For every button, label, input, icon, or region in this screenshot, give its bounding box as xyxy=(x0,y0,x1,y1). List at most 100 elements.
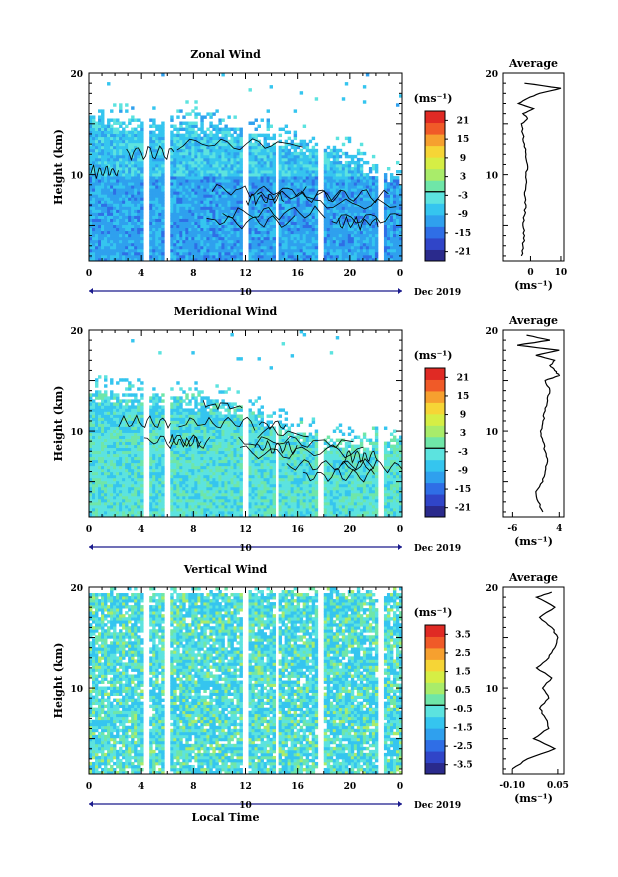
heatmap-cell xyxy=(224,194,227,197)
heatmap-cell xyxy=(170,484,173,487)
heatmap-cell xyxy=(158,249,161,252)
heatmap-cell xyxy=(185,146,188,149)
heatmap-cell xyxy=(267,164,270,167)
heatmap-cell xyxy=(279,170,282,173)
heatmap-cell xyxy=(140,203,143,206)
heatmap-cell xyxy=(267,143,270,146)
heatmap-cell xyxy=(125,460,128,463)
heatmap-cell xyxy=(155,393,158,396)
heatmap-cell xyxy=(128,405,131,408)
heatmap-cell xyxy=(101,484,104,487)
heatmap-cell xyxy=(104,134,107,137)
heatmap-cell xyxy=(279,182,282,185)
heatmap-cell xyxy=(101,436,104,439)
heatmap-cell xyxy=(270,158,273,161)
heatmap-cell xyxy=(116,393,119,396)
heatmap-cell xyxy=(255,128,258,131)
heatmap-cell xyxy=(300,200,303,203)
heatmap-cell xyxy=(209,170,212,173)
heatmap-cell xyxy=(221,143,224,146)
heatmap-cell xyxy=(324,173,327,176)
heatmap-cell xyxy=(255,243,258,246)
heatmap-cell xyxy=(107,460,110,463)
heatmap-cell xyxy=(363,197,366,200)
heatmap-cell xyxy=(206,158,209,161)
heatmap-cell xyxy=(173,228,176,231)
heatmap-cell xyxy=(149,176,152,179)
heatmap-cell xyxy=(203,200,206,203)
heatmap-cell xyxy=(125,200,128,203)
heatmap-cell xyxy=(101,496,104,499)
heatmap-cell xyxy=(104,490,107,493)
heatmap-cell xyxy=(375,228,378,231)
heatmap-cell xyxy=(101,197,104,200)
heatmap-cell xyxy=(264,173,267,176)
heatmap-cell xyxy=(366,209,369,212)
heatmap-cell xyxy=(155,405,158,408)
heatmap-cell xyxy=(285,131,288,134)
heatmap-cell xyxy=(384,246,387,249)
heatmap-cell xyxy=(249,155,252,158)
heatmap-cell xyxy=(369,182,372,185)
heatmap-cell xyxy=(390,255,393,258)
heatmap-cell xyxy=(140,487,143,490)
heatmap-cell xyxy=(122,191,125,194)
heatmap-cell xyxy=(125,252,128,255)
heatmap-cell xyxy=(282,170,285,173)
heatmap-cell xyxy=(209,112,212,115)
heatmap-cell xyxy=(122,451,125,454)
heatmap-cell xyxy=(125,445,128,448)
heatmap-cell xyxy=(104,511,107,514)
heatmap-cell xyxy=(116,399,119,402)
heatmap-cell xyxy=(131,496,134,499)
heatmap-cell xyxy=(309,191,312,194)
heatmap-cell xyxy=(303,167,306,170)
heatmap-cell xyxy=(233,149,236,152)
heatmap-cell xyxy=(98,240,101,243)
heatmap-cell xyxy=(176,234,179,237)
heatmap-cell xyxy=(206,152,209,155)
heatmap-cell xyxy=(218,209,221,212)
heatmap-cell xyxy=(203,194,206,197)
heatmap-cell xyxy=(188,200,191,203)
heatmap-cell xyxy=(279,176,282,179)
heatmap-cell xyxy=(101,115,104,118)
heatmap-cell xyxy=(137,430,140,433)
heatmap-cell xyxy=(239,170,242,173)
heatmap-cell xyxy=(236,152,239,155)
heatmap-cell xyxy=(155,212,158,215)
heatmap-cell xyxy=(95,466,98,469)
heatmap-cell xyxy=(125,502,128,505)
heatmap-cell xyxy=(125,222,128,225)
heatmap-cell xyxy=(119,185,122,188)
heatmap-cell xyxy=(230,222,233,225)
heatmap-cell xyxy=(212,128,215,131)
heatmap-cell xyxy=(336,176,339,179)
heatmap-cell xyxy=(98,252,101,255)
heatmap-cell xyxy=(104,203,107,206)
heatmap-cell xyxy=(152,508,155,511)
heatmap-cell xyxy=(396,182,399,185)
heatmap-cell xyxy=(333,216,336,219)
heatmap-cell xyxy=(125,414,128,417)
heatmap-cell xyxy=(203,182,206,185)
heatmap-cell xyxy=(170,125,173,128)
heatmap-cell xyxy=(113,143,116,146)
heatmap-cell xyxy=(221,158,224,161)
heatmap-cell xyxy=(336,185,339,188)
heatmap-cell xyxy=(119,146,122,149)
heatmap-cell xyxy=(333,182,336,185)
heatmap-cell xyxy=(197,179,200,182)
heatmap-cell xyxy=(107,246,110,249)
heatmap-cell xyxy=(113,436,116,439)
heatmap-cell xyxy=(236,176,239,179)
heatmap-cell xyxy=(95,219,98,222)
heatmap-cell xyxy=(212,158,215,161)
heatmap-cell xyxy=(197,246,200,249)
heatmap-cell xyxy=(194,146,197,149)
heatmap-cell xyxy=(107,252,110,255)
heatmap-cell xyxy=(182,240,185,243)
heatmap-cell xyxy=(342,246,345,249)
heatmap-cell xyxy=(267,134,270,137)
heatmap-cell xyxy=(258,200,261,203)
